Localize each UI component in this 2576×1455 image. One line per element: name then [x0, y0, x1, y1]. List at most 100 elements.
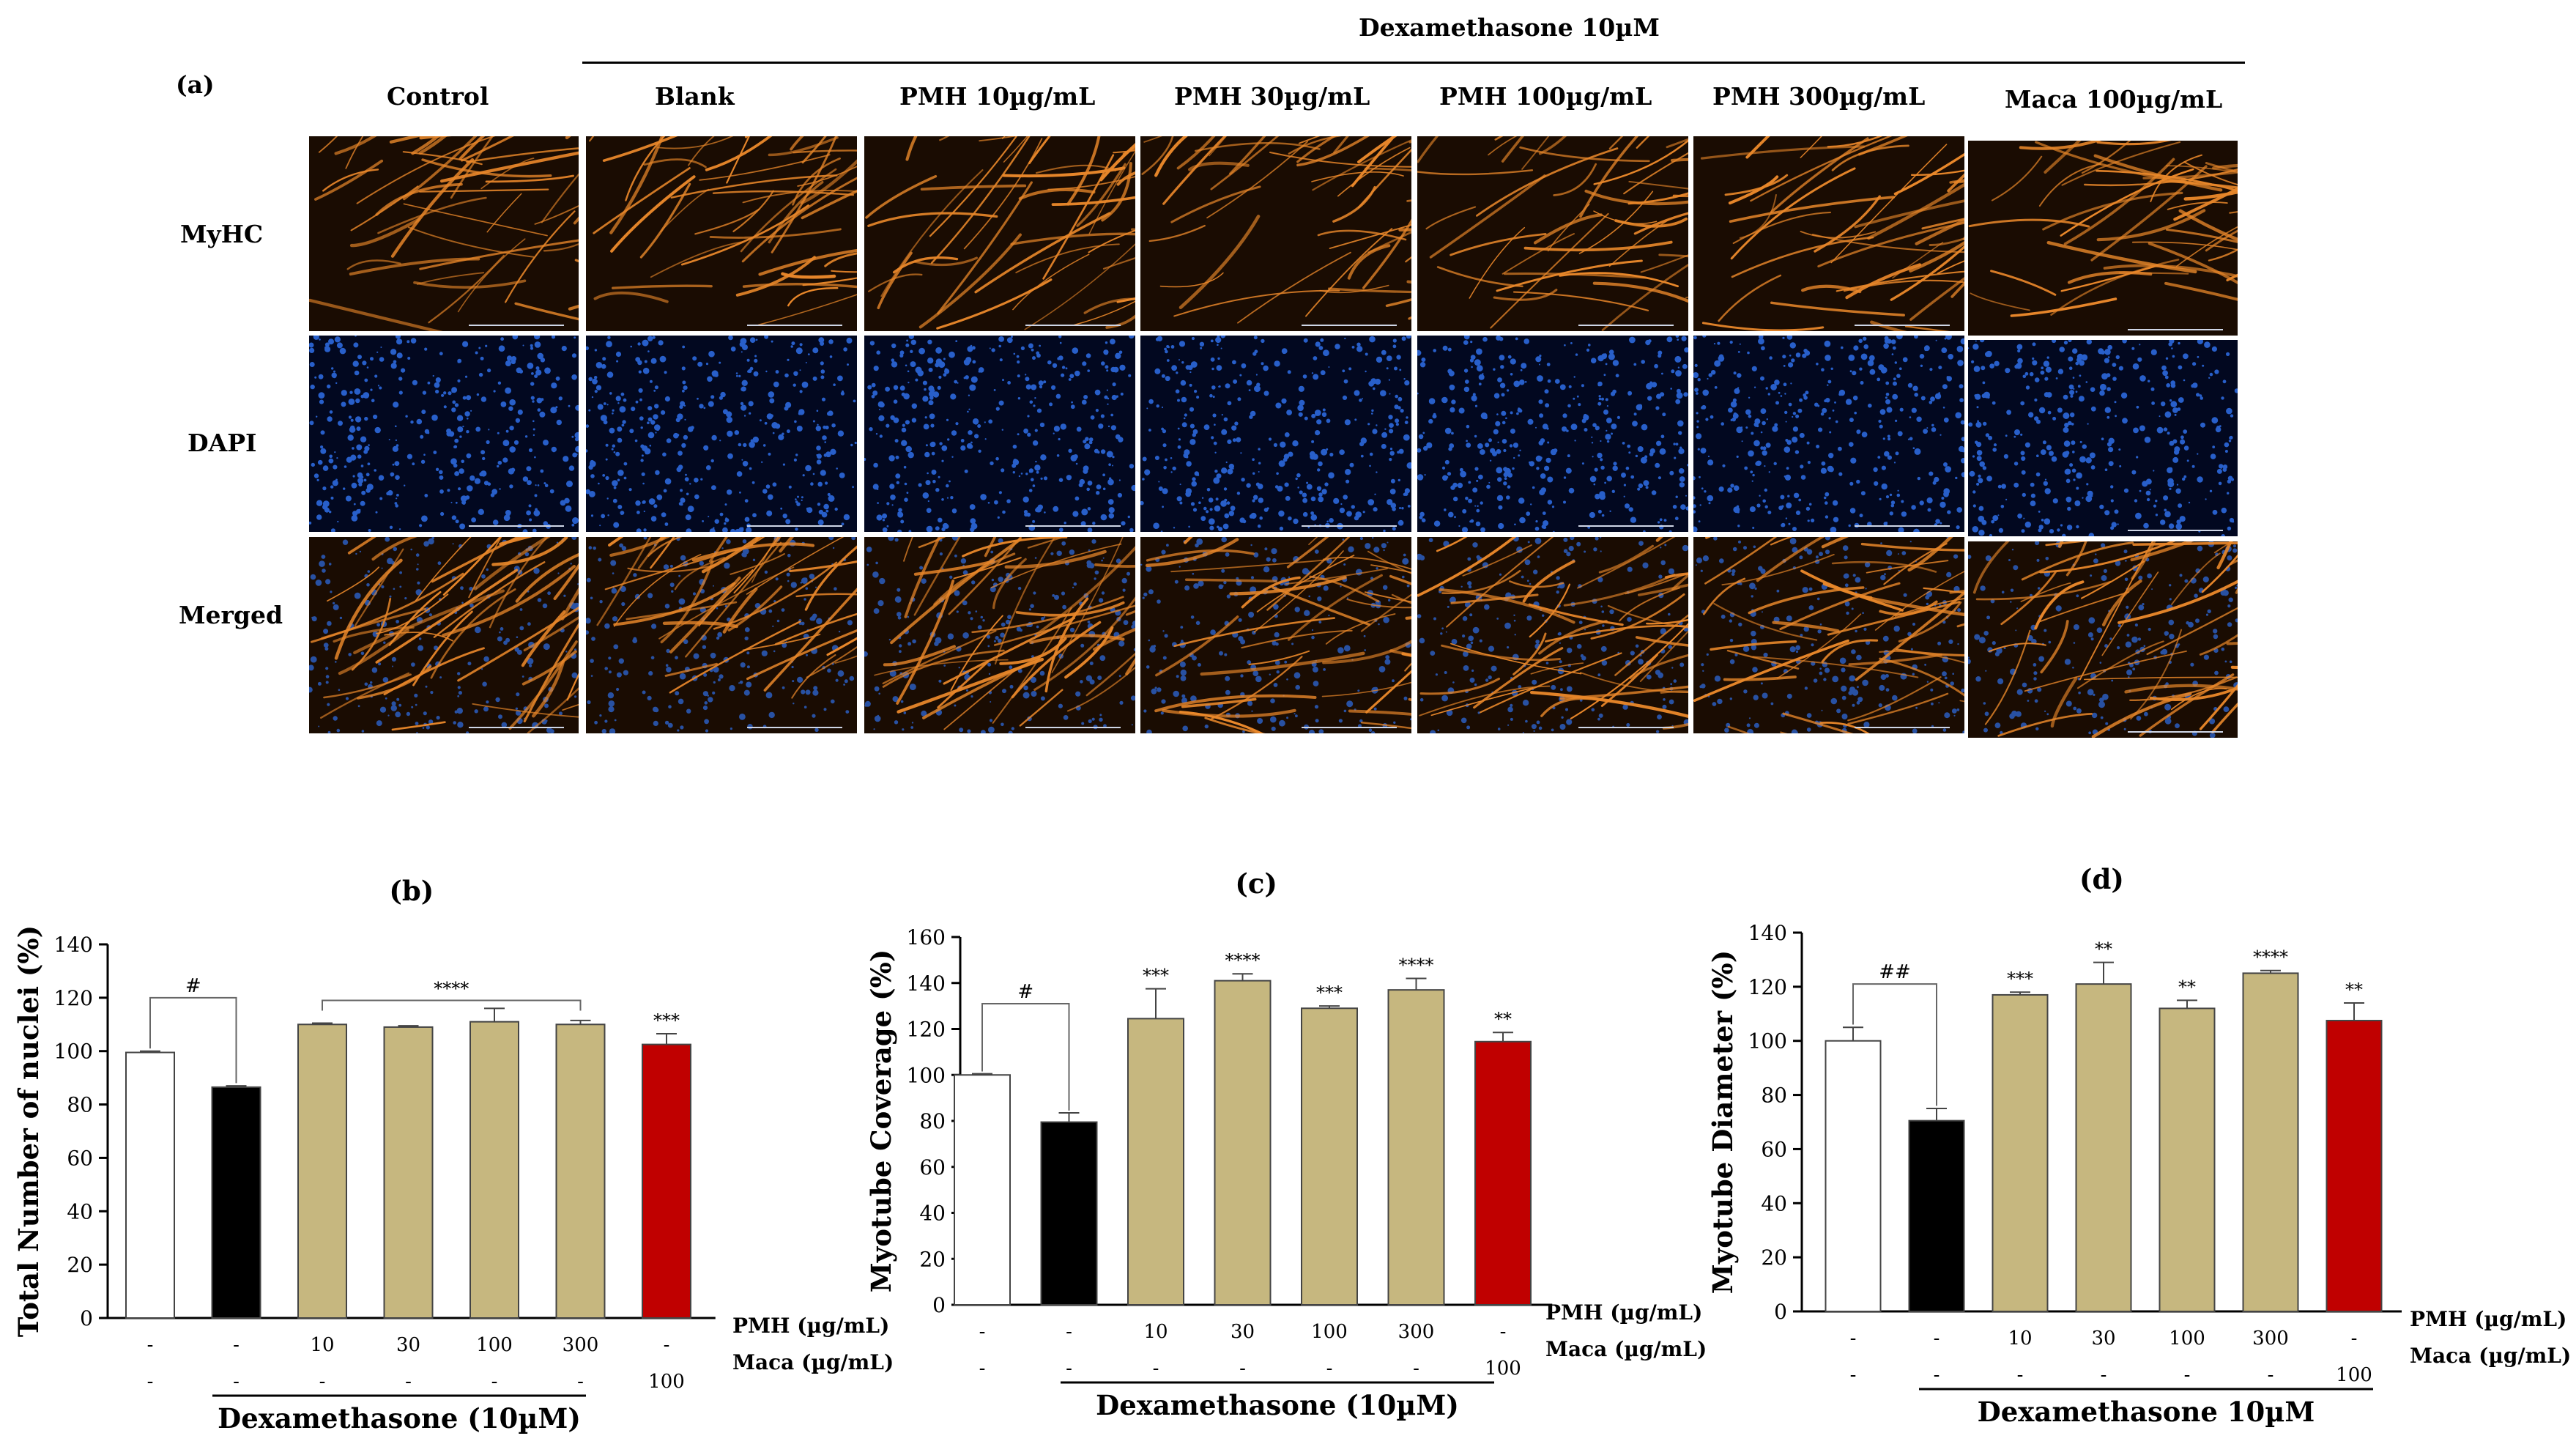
- pmh-value-2: 10: [2008, 1328, 2032, 1350]
- bar-0: [125, 1051, 175, 1319]
- y-tick-label: 100: [54, 1040, 93, 1064]
- bar-2: [1992, 993, 2049, 1312]
- y-tick-label: 60: [67, 1146, 93, 1170]
- bracket-control-label: ##: [1879, 961, 1911, 983]
- pmh-value-3: 30: [1231, 1321, 1255, 1343]
- micrograph-myhc-1: [586, 136, 857, 331]
- bar-0: [1825, 1040, 1882, 1312]
- pmh-value-3: 30: [2091, 1328, 2115, 1350]
- significance-5: ****: [1399, 955, 1434, 975]
- maca-row-label: Maca (µg/mL): [1545, 1337, 1707, 1361]
- y-tick-label: 100: [1748, 1029, 1787, 1054]
- chart-d: (d) 0 20 40 60 80 100 120 140 Myotube Diameter (%…: [1707, 863, 2571, 1428]
- significance-6: **: [1494, 1009, 1512, 1029]
- pmh-value-0: -: [979, 1321, 986, 1343]
- maca-value-2: -: [2017, 1364, 2024, 1386]
- maca-value-4: -: [1326, 1358, 1333, 1380]
- pmh-value-4: 100: [2169, 1328, 2205, 1350]
- y-tick-label: 40: [1761, 1191, 1787, 1215]
- micrograph-dapi-2: [864, 336, 1135, 532]
- micrograph-dapi-1: [586, 336, 857, 532]
- micrograph-merged-6: [1968, 541, 2238, 738]
- maca-value-1: -: [1934, 1364, 1940, 1386]
- pmh-value-3: 30: [396, 1334, 420, 1356]
- y-tick-label: 140: [54, 933, 93, 957]
- y-tick-label: 140: [907, 971, 946, 996]
- y-axis-label: Myotube Coverage (%): [865, 949, 897, 1293]
- bar-6: [2326, 1020, 2383, 1312]
- chart-c: (c) 0 20 40 60 80 100 120 140 160 Myotube Coverage…: [865, 867, 1707, 1421]
- row-label-merged: Merged: [179, 601, 283, 629]
- y-tick-label: 160: [907, 925, 946, 949]
- y-tick-label: 0: [1774, 1300, 1787, 1324]
- significance-6: **: [2345, 980, 2363, 1000]
- significance-5: ****: [2253, 947, 2288, 968]
- dexamethasone-header-line: [582, 62, 2245, 64]
- micrograph-merged-1: [586, 537, 857, 733]
- y-tick-label: 20: [1761, 1245, 1787, 1270]
- bar-1: [1908, 1119, 1965, 1312]
- maca-value-5: -: [577, 1371, 584, 1393]
- pmh-value-0: -: [147, 1334, 154, 1356]
- chart-title: (b): [389, 875, 434, 907]
- maca-value-4: -: [491, 1371, 498, 1393]
- bracket-control-label: #: [185, 975, 201, 997]
- pmh-value-1: -: [1066, 1321, 1072, 1343]
- micrograph-merged-2: [864, 537, 1135, 733]
- column-label-pmh30: PMH 30µg/mL: [1174, 82, 1370, 111]
- significance-3: **: [2095, 939, 2112, 960]
- maca-value-6: 100: [2336, 1364, 2372, 1386]
- pmh-value-2: 10: [1143, 1321, 1168, 1343]
- pmh-value-6: -: [664, 1334, 670, 1356]
- y-axis-label: Total Number of nuclei (%): [12, 925, 45, 1337]
- micrograph-myhc-2: [864, 136, 1135, 331]
- bar-5: [555, 1023, 606, 1319]
- pmh-value-0: -: [1850, 1328, 1857, 1350]
- row-label-myhc: MyHC: [180, 220, 264, 248]
- micrograph-myhc-6: [1968, 141, 2238, 336]
- pmh-value-5: 300: [2252, 1328, 2289, 1350]
- column-label-pmh10: PMH 10µg/mL: [899, 82, 1096, 111]
- micrograph-dapi-3: [1140, 336, 1411, 532]
- micrograph-myhc-0: [309, 136, 579, 331]
- significance-4: ***: [1316, 982, 1343, 1003]
- maca-value-5: -: [2268, 1364, 2274, 1386]
- y-tick-label: 0: [932, 1293, 946, 1317]
- bar-4: [2159, 1007, 2216, 1313]
- y-axis-label: Myotube Diameter (%): [1707, 950, 1739, 1294]
- micrograph-dapi-6: [1968, 340, 2238, 536]
- chart-title: (d): [2079, 863, 2124, 895]
- column-label-blank: Blank: [655, 82, 735, 111]
- bar-5: [1387, 989, 1445, 1306]
- bar-6: [1474, 1040, 1532, 1306]
- column-label-pmh300: PMH 300µg/mL: [1712, 82, 1926, 111]
- bracket-group-label: ****: [434, 979, 469, 999]
- bar-4: [1301, 1007, 1358, 1306]
- micrograph-dapi-0: [309, 336, 579, 532]
- bar-2: [297, 1023, 347, 1319]
- pmh-row-label: PMH (µg/mL): [2410, 1307, 2566, 1331]
- pmh-value-6: -: [2351, 1328, 2358, 1350]
- dexamethasone-header: Dexamethasone 10µM: [1359, 13, 1660, 42]
- bar-3: [1214, 980, 1272, 1306]
- bar-1: [1040, 1121, 1098, 1306]
- y-tick-label: 140: [1748, 921, 1787, 945]
- bar-2: [1127, 1018, 1184, 1306]
- panel-a-label: (a): [176, 70, 215, 99]
- bar-4: [469, 1021, 519, 1319]
- maca-value-5: -: [1413, 1358, 1419, 1380]
- maca-value-0: -: [979, 1358, 986, 1380]
- maca-value-2: -: [1153, 1358, 1159, 1380]
- micrograph-merged-4: [1417, 537, 1688, 733]
- column-label-pmh100: PMH 100µg/mL: [1439, 82, 1652, 111]
- micrograph-myhc-5: [1693, 136, 1964, 331]
- x-axis-label: Dexamethasone (10µM): [218, 1402, 581, 1434]
- significance-2: ***: [2007, 969, 2033, 989]
- bar-3: [383, 1026, 434, 1319]
- bar-6: [642, 1043, 691, 1319]
- pmh-row-label: PMH (µg/mL): [1545, 1300, 1702, 1325]
- y-tick-label: 120: [1748, 975, 1787, 999]
- pmh-value-4: 100: [1311, 1321, 1348, 1343]
- column-label-maca100: Maca 100µg/mL: [2005, 85, 2223, 114]
- y-tick-label: 120: [907, 1018, 946, 1042]
